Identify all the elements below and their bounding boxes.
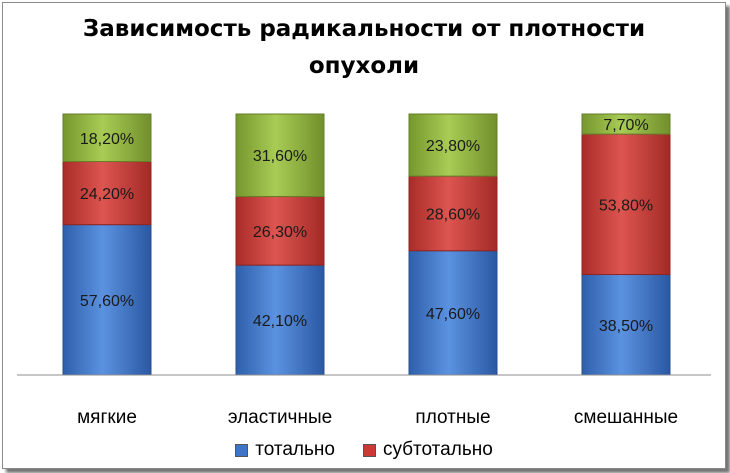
data-label-total-1: 57,60%	[80, 293, 134, 310]
bar-subtotal-4	[581, 133, 671, 276]
legend-label-subtotal: субтотально	[382, 439, 493, 460]
legend-swatch-subtotal	[362, 443, 376, 457]
category-label-1: мягкие	[77, 407, 137, 428]
bar-subtotal-2	[235, 195, 325, 266]
bar-subtotal-3	[408, 175, 498, 252]
chart-title: Зависимость радикальности от плотности о…	[3, 11, 725, 85]
bar-series3-3	[408, 113, 498, 177]
data-label-subtotal-3: 28,60%	[426, 206, 480, 223]
data-label-series3-4: 7,70%	[603, 117, 648, 134]
category-label-4: смешанные	[574, 407, 678, 428]
bar-series3-1	[62, 113, 152, 163]
legend: тотально субтотально	[3, 439, 725, 461]
legend-swatch-total	[235, 443, 249, 457]
bar-total-3	[408, 250, 498, 376]
legend-item-total: тотально	[235, 439, 335, 461]
bar-series3-2	[235, 113, 325, 197]
category-label-2: эластичные	[228, 407, 332, 428]
data-label-series3-3: 23,80%	[426, 138, 480, 155]
data-label-subtotal-2: 26,30%	[253, 224, 307, 241]
bar-series3-4	[581, 113, 671, 135]
legend-label-total: тотально	[255, 439, 335, 460]
stacked-bar-plot: 57,60% 24,20% 18,20% 42,10% 26,30% 31,60% 47,6…	[17, 113, 711, 428]
data-label-series3-1: 18,20%	[80, 131, 134, 148]
chart-title-line-2: опухоли	[308, 53, 420, 79]
legend-item-subtotal: субтотально	[362, 439, 493, 461]
data-label-total-3: 47,60%	[426, 306, 480, 323]
data-label-total-2: 42,10%	[253, 313, 307, 330]
data-label-series3-2: 31,60%	[253, 148, 307, 165]
category-label-3: плотные	[415, 407, 490, 428]
bar-subtotal-1	[62, 161, 152, 226]
chart-frame: Зависимость радикальности от плотности о…	[2, 2, 726, 469]
chart-title-line-1: Зависимость радикальности от плотности	[82, 16, 646, 42]
bar-total-4	[581, 274, 671, 376]
data-label-subtotal-1: 24,20%	[80, 186, 134, 203]
data-label-total-4: 38,50%	[599, 318, 653, 335]
data-label-subtotal-4: 53,80%	[599, 197, 653, 214]
